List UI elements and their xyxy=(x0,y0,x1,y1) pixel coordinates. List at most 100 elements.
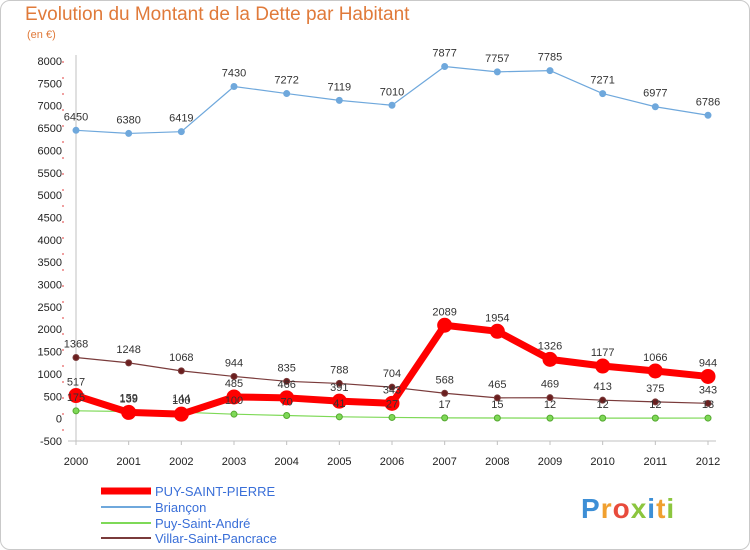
y-tick-label: 8000 xyxy=(38,56,62,68)
data-label: 6380 xyxy=(116,114,140,126)
data-label: 6786 xyxy=(696,96,720,108)
data-point xyxy=(230,372,238,380)
data-point xyxy=(388,413,396,421)
data-point xyxy=(704,399,712,407)
data-point xyxy=(489,323,505,339)
data-point xyxy=(493,414,501,422)
data-label: 17 xyxy=(439,399,451,411)
data-label: 1326 xyxy=(538,340,562,352)
data-point xyxy=(335,96,343,104)
data-point xyxy=(651,398,659,406)
data-label: 517 xyxy=(67,377,85,389)
data-label: 7271 xyxy=(590,75,614,87)
x-tick-label: 2005 xyxy=(327,456,351,468)
data-point xyxy=(651,103,659,111)
data-label: 139 xyxy=(119,393,137,405)
data-point xyxy=(599,414,607,422)
x-tick-label: 2004 xyxy=(274,456,298,468)
x-tick-label: 2010 xyxy=(590,456,614,468)
data-label: 1068 xyxy=(169,352,193,364)
data-label: 375 xyxy=(646,383,664,395)
data-label: 1954 xyxy=(485,312,509,324)
y-tick-label: 2000 xyxy=(38,324,62,336)
data-point xyxy=(704,111,712,119)
brand-letter: i xyxy=(666,493,676,524)
data-label: 12 xyxy=(544,399,556,411)
data-label: 485 xyxy=(225,378,243,390)
y-tick-label: 6000 xyxy=(38,145,62,157)
data-point xyxy=(546,414,554,422)
y-tick-label: 5500 xyxy=(38,168,62,180)
y-tick-label: 6500 xyxy=(38,123,62,135)
data-label: 413 xyxy=(593,381,611,393)
data-label: 944 xyxy=(699,357,717,369)
x-tick-label: 2006 xyxy=(380,456,404,468)
data-point xyxy=(384,395,400,411)
y-tick-label: 4500 xyxy=(38,212,62,224)
x-tick-label: 2001 xyxy=(116,456,140,468)
data-label: 100 xyxy=(172,395,190,407)
data-point xyxy=(441,414,449,422)
y-tick-label: -500 xyxy=(40,436,62,448)
brand-letter: i xyxy=(647,493,657,524)
data-point xyxy=(493,394,501,402)
data-point xyxy=(388,383,396,391)
x-tick-label: 2000 xyxy=(64,456,88,468)
data-label: 7010 xyxy=(380,86,404,98)
x-tick-label: 2008 xyxy=(485,456,509,468)
data-label: 15 xyxy=(491,399,503,411)
data-point xyxy=(72,353,80,361)
data-point xyxy=(177,128,185,136)
legend-label: Puy-Saint-André xyxy=(155,516,250,531)
data-point xyxy=(283,412,291,420)
brand-letter: o xyxy=(612,493,631,524)
data-label: 6419 xyxy=(169,113,193,125)
chart-title: Evolution du Montant de la Dette par Hab… xyxy=(25,4,410,25)
data-point xyxy=(493,68,501,76)
data-point xyxy=(599,90,607,98)
x-tick-label: 2012 xyxy=(696,456,720,468)
data-point xyxy=(437,317,453,333)
y-tick-label: 2500 xyxy=(38,302,62,314)
data-point xyxy=(283,90,291,98)
data-label: 704 xyxy=(383,368,401,380)
y-tick-label: 3000 xyxy=(38,280,62,292)
data-label: 465 xyxy=(488,379,506,391)
x-tick-label: 2007 xyxy=(432,456,456,468)
data-label: 7430 xyxy=(222,67,246,79)
data-label: 7272 xyxy=(274,75,298,87)
y-tick-label: 7500 xyxy=(38,78,62,90)
data-point xyxy=(704,414,712,422)
y-tick-label: 3500 xyxy=(38,257,62,269)
data-point xyxy=(441,62,449,70)
data-label: 159 xyxy=(119,393,137,405)
brand-letter: x xyxy=(630,493,648,524)
data-point xyxy=(546,394,554,402)
data-point xyxy=(599,396,607,404)
data-label: 27 xyxy=(386,398,398,410)
data-point xyxy=(121,404,137,420)
data-point xyxy=(441,389,449,397)
legend-label: Villar-Saint-Pancrace xyxy=(155,531,277,546)
x-tick-label: 2002 xyxy=(169,456,193,468)
data-label: 835 xyxy=(277,362,295,374)
data-point xyxy=(388,101,396,109)
y-tick-label: 4000 xyxy=(38,235,62,247)
data-point xyxy=(72,126,80,134)
data-label: 7119 xyxy=(328,81,352,93)
data-point xyxy=(595,358,611,374)
data-label: 7877 xyxy=(432,47,456,59)
data-label: 568 xyxy=(435,374,453,386)
chart-subtitle: (en €) xyxy=(27,29,56,41)
data-point xyxy=(173,406,189,422)
data-label: 12 xyxy=(649,399,661,411)
data-point xyxy=(125,359,133,367)
data-point xyxy=(546,67,554,75)
y-tick-label: 500 xyxy=(44,391,62,403)
data-label: 175 xyxy=(67,392,85,404)
y-tick-label: 7000 xyxy=(38,101,62,113)
data-label: 7757 xyxy=(485,53,509,65)
data-point xyxy=(230,82,238,90)
brand-letter: t xyxy=(656,493,667,524)
